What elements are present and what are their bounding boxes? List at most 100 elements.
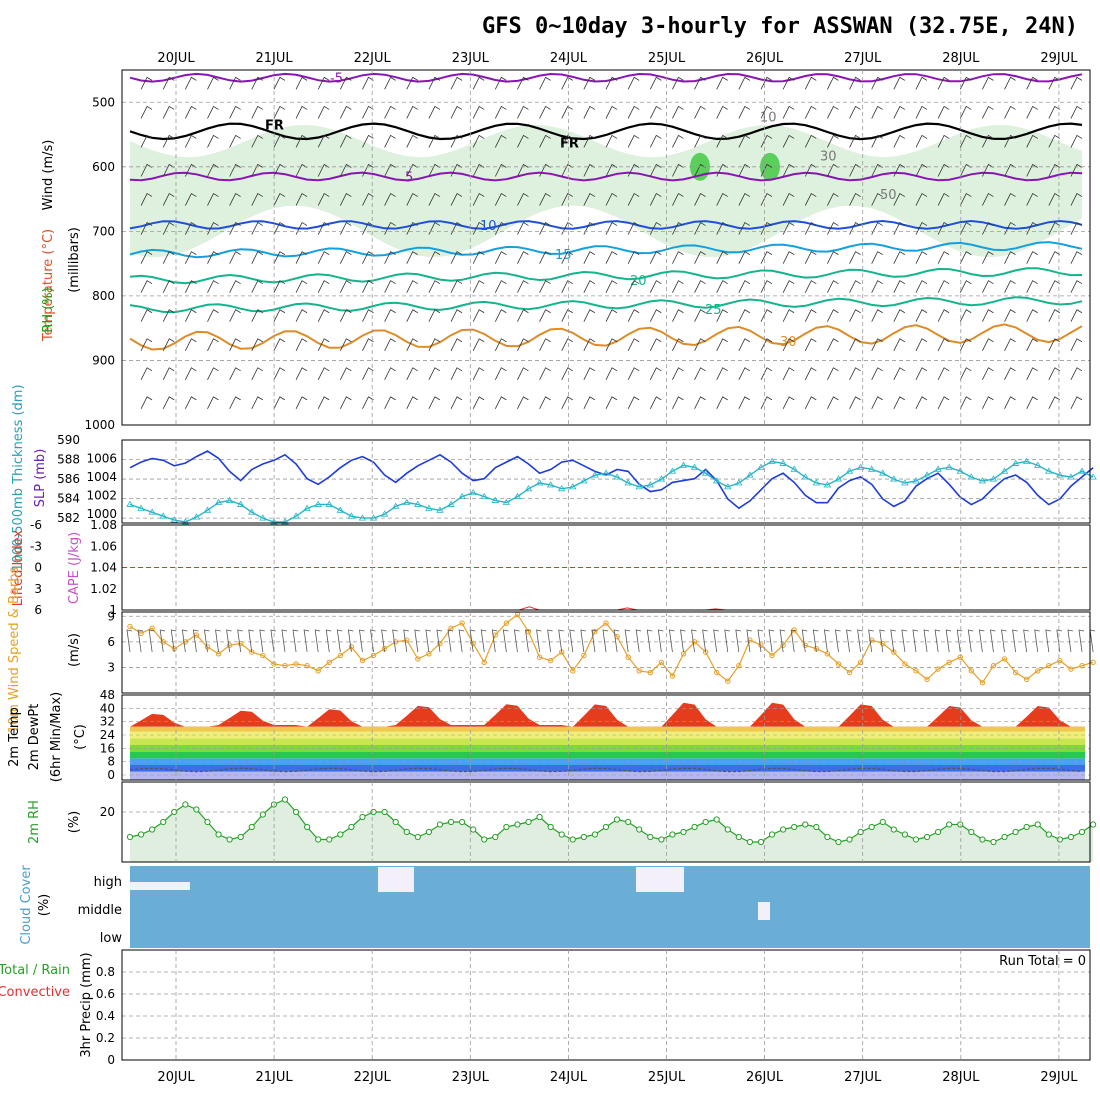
wind-speed-point — [725, 678, 731, 684]
wind-barb — [273, 280, 286, 293]
rh-point — [824, 833, 831, 841]
wind-barb — [1026, 105, 1038, 119]
panel-axis-label: (millibars) — [67, 227, 82, 293]
wind-barb — [295, 338, 308, 351]
thickness-point — [1011, 459, 1020, 466]
wind-barb — [827, 338, 839, 351]
wind-barb-10m — [790, 629, 797, 653]
rh2m-panel: 20 — [100, 796, 1097, 862]
rh-point — [669, 831, 676, 838]
wind-barb — [162, 280, 175, 293]
wind-barb — [539, 134, 551, 148]
wind-barb — [649, 105, 662, 119]
wind-barb-10m — [801, 629, 808, 653]
wind-barb — [782, 192, 795, 206]
wind-barb — [827, 396, 839, 410]
wind-barb — [760, 222, 773, 235]
thickness-point — [1056, 471, 1064, 478]
wind-barb — [229, 280, 241, 293]
thickness-point — [1034, 461, 1042, 468]
rh-point — [248, 823, 255, 831]
rh-point — [658, 836, 665, 843]
wind-barb — [583, 105, 596, 119]
y-tick-label-right: 1.02 — [90, 582, 117, 596]
day-label-bottom: 20JUL — [157, 1070, 195, 1085]
wind-barb — [140, 134, 153, 148]
wind-barb — [339, 222, 352, 235]
wind-barb — [782, 309, 795, 322]
wind-barb — [804, 105, 817, 119]
thickness-point — [425, 504, 433, 511]
wind-barb — [162, 396, 175, 410]
wind-speed-point — [758, 642, 764, 648]
wind-barb — [1026, 251, 1038, 264]
rh-point — [182, 801, 189, 808]
thickness-point — [613, 473, 621, 480]
wind-barb — [1026, 396, 1038, 410]
wind-barb-10m — [226, 629, 232, 653]
wind-barb — [450, 105, 463, 119]
wind-barb — [760, 309, 773, 322]
panel-axis-label: Lifted Index — [11, 529, 26, 606]
rh-point — [780, 826, 787, 833]
thickness-point — [1089, 473, 1097, 480]
wind-barb — [273, 396, 286, 410]
thickness-point — [713, 477, 721, 484]
thickness-point — [159, 512, 167, 519]
rh-line — [129, 798, 1094, 843]
wind-barb-10m — [680, 629, 686, 653]
day-label-top: 23JUL — [452, 51, 490, 66]
rh-point — [968, 828, 975, 836]
slp-thickness-panel: 582 584 586 588 590 1000 1002 1004 1006 — [57, 433, 1097, 525]
wind-barb — [450, 76, 463, 90]
thickness-point — [480, 492, 488, 500]
wind-barb — [827, 280, 839, 293]
wind-speed-point — [437, 640, 443, 647]
wind-barb — [627, 134, 640, 148]
wind-barb — [140, 192, 153, 206]
rh-point — [326, 836, 333, 843]
wind-barb — [273, 192, 286, 206]
wind-barb — [406, 222, 418, 235]
cape-bump — [519, 606, 540, 611]
wind-barb — [162, 367, 175, 380]
day-label-bottom: 21JUL — [256, 1070, 294, 1085]
wind-barb — [716, 396, 728, 410]
cape-bump — [617, 607, 638, 611]
wind-barb — [716, 251, 728, 264]
wind-barb — [406, 134, 418, 148]
wind-barb-10m — [558, 629, 564, 653]
wind-barb — [649, 134, 662, 148]
wind-barb — [738, 192, 751, 206]
rh-point — [215, 831, 222, 838]
rh-point — [1023, 823, 1030, 831]
wind-barb — [672, 280, 684, 293]
wind-barb — [804, 134, 817, 148]
wind-speed-point — [160, 639, 166, 645]
wind-barb — [384, 367, 396, 380]
rh-point — [481, 836, 488, 843]
wind-barb-10m — [691, 629, 697, 653]
rh-point — [126, 833, 134, 841]
wind-barb — [494, 280, 507, 293]
rh-point — [857, 828, 864, 836]
wind-barb — [672, 222, 684, 235]
thickness-point — [447, 500, 455, 507]
wind-barb — [251, 396, 263, 410]
wind-barb — [937, 280, 950, 293]
wind-barb — [982, 251, 994, 264]
y-tick-label-right: 1002 — [86, 488, 117, 502]
wind-barb — [937, 76, 950, 90]
wind-barb — [384, 396, 396, 410]
wind-barb — [738, 367, 751, 380]
wind-barb — [982, 192, 994, 206]
wind-barb — [959, 192, 972, 206]
day-label-top: 20JUL — [157, 51, 195, 66]
thickness-point — [270, 518, 278, 525]
wind-barb — [583, 367, 596, 380]
wind-barb — [229, 163, 241, 177]
y-tick-label: 0.4 — [96, 1009, 115, 1023]
wind-barb — [273, 309, 286, 322]
day-label-top: 24JUL — [550, 51, 588, 66]
wind-barb — [627, 222, 640, 235]
